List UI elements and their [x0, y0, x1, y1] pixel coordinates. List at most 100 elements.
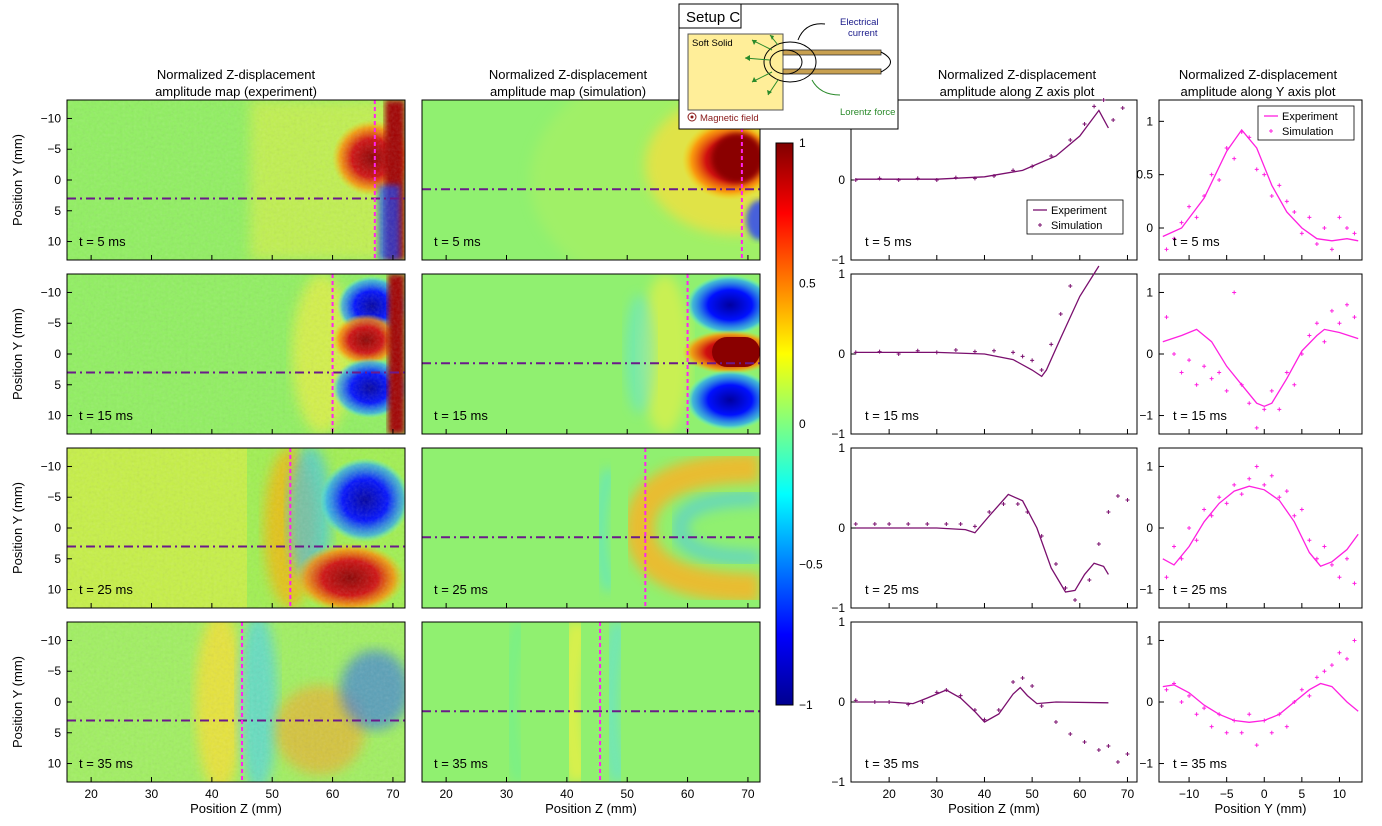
simulation-point: [1239, 730, 1244, 735]
simulation-point: [972, 176, 977, 181]
simulation-point: [992, 348, 996, 353]
yl-plot-row-3: −1 0 1 t = 25 ms: [1139, 447, 1363, 609]
simulation-point: [1049, 154, 1054, 158]
simulation-point: [1277, 407, 1282, 412]
y-axis-label: Position Y (mm): [10, 656, 25, 748]
simulation-map-row-4: [422, 622, 760, 782]
simulation-point: [1063, 586, 1068, 590]
simulation-point: [1307, 333, 1312, 338]
simulation-point: [1125, 752, 1130, 756]
simulation-point: [1284, 370, 1289, 375]
y-tick-label: 5: [54, 552, 61, 566]
zl-plot-row-2: −1 0 1 t = 15 ms: [831, 265, 1138, 441]
simulation-point: [1115, 494, 1120, 498]
y-tick-label: 5: [54, 378, 61, 392]
experiment-line: [855, 109, 1109, 180]
x-tick-label: 10: [1333, 787, 1347, 801]
y-tick-label: −10: [41, 459, 62, 473]
x-tick-label: 70: [741, 787, 755, 801]
x-tick-label: 40: [205, 787, 219, 801]
simulation-point: [1179, 220, 1184, 225]
simulation-point: [992, 174, 996, 178]
x-tick-label: 30: [500, 787, 514, 801]
simulation-point: [1053, 720, 1058, 724]
exp-overlay-row-3: t = 25 ms −10 −5 0 5 10 Position Y (mm): [10, 447, 406, 609]
simulation-point: [944, 688, 949, 692]
colorbar-tick-label: −0.5: [799, 558, 823, 572]
colorbar-gradient: [775, 142, 794, 706]
simulation-point: [1262, 172, 1267, 177]
y-tick-label: 0: [54, 347, 61, 361]
time-label: t = 35 ms: [1173, 756, 1227, 771]
title-exp-line2: amplitude map (experiment): [155, 84, 317, 99]
simulation-point: [1254, 464, 1259, 469]
simulation-point: [1020, 354, 1025, 359]
simulation-point: [896, 352, 901, 356]
y-tick-label: 10: [48, 235, 62, 249]
simulation-point: [906, 702, 911, 707]
simulation-point: [1209, 172, 1214, 177]
simulation-point: [1082, 740, 1087, 744]
y-axis-label: Position Y (mm): [10, 482, 25, 574]
sim-overlay-row-4: t = 35 ms 20 30 40 50 60 70: [421, 621, 761, 801]
magnetic-field-label: Magnetic field: [700, 113, 759, 124]
y-tick-label: 1: [1146, 285, 1153, 299]
sim-overlay-row-3: t = 25 ms: [421, 447, 761, 609]
title-exp-line1: Normalized Z-displacement: [157, 67, 316, 82]
magnetic-field-icon: [687, 112, 697, 122]
simulation-point: [934, 178, 939, 182]
simulation-point: [1337, 321, 1342, 326]
simulation-point: [872, 700, 877, 704]
y-tick-label: −1: [831, 427, 845, 441]
simulation-point: [1344, 656, 1349, 661]
simulation-point: [1120, 106, 1125, 110]
y-tick-label: 0: [838, 173, 845, 187]
simulation-point: [915, 348, 920, 353]
simulation-point: [1314, 242, 1319, 246]
simulation-point: [1239, 382, 1244, 387]
y-tick-label: 0: [1146, 695, 1153, 709]
simulation-point: [1164, 687, 1169, 692]
simulation-point: [1025, 510, 1030, 514]
x-tick-label: 20: [439, 787, 453, 801]
simulation-point: [1068, 138, 1073, 142]
y-tick-label: 0: [1146, 221, 1153, 235]
x-tick-label: 50: [621, 787, 635, 801]
zl-legend: Experiment Simulation: [1026, 199, 1124, 235]
time-label: t = 15 ms: [1173, 408, 1227, 423]
time-label: t = 15 ms: [865, 408, 919, 423]
y-tick-label: 1: [1146, 114, 1153, 128]
simulation-point: [1096, 542, 1101, 546]
yl-frame: [1158, 273, 1363, 435]
simulation-point: [1164, 575, 1169, 580]
x-tick-label: 30: [930, 787, 944, 801]
experiment-map-row-1: [67, 100, 405, 260]
simulation-point: [1232, 482, 1237, 487]
x-tick-label: 5: [1299, 787, 1306, 801]
y-tick-label: 0: [1146, 521, 1153, 535]
x-tick-label: 70: [386, 787, 400, 801]
simulation-point: [1115, 760, 1120, 764]
y-tick-label: 0: [54, 695, 61, 709]
title-sim-line2: amplitude map (simulation): [490, 84, 646, 99]
y-tick-label: 0: [838, 695, 845, 709]
simulation-point: [915, 176, 920, 181]
simulation-point: [1111, 118, 1116, 122]
y-tick-label: 10: [48, 409, 62, 423]
sim-overlay-row-2: t = 15 ms: [421, 273, 761, 435]
simulation-point: [972, 708, 977, 712]
simulation-point: [1232, 156, 1237, 161]
simulation-point: [1202, 364, 1207, 369]
simulation-point: [1039, 534, 1044, 538]
simulation-point: [1247, 401, 1252, 406]
simulation-point: [1322, 669, 1327, 674]
legend-experiment: Experiment: [1051, 205, 1107, 217]
y-axis-label: Position Y (mm): [10, 134, 25, 226]
simulation-point: [1194, 382, 1199, 387]
simulation-point: [1068, 284, 1073, 288]
simulation-point: [1322, 226, 1327, 230]
simulation-point: [958, 522, 963, 526]
title-z-line1: Normalized Z-displacement: [938, 67, 1097, 82]
simulation-point: [1284, 199, 1289, 204]
